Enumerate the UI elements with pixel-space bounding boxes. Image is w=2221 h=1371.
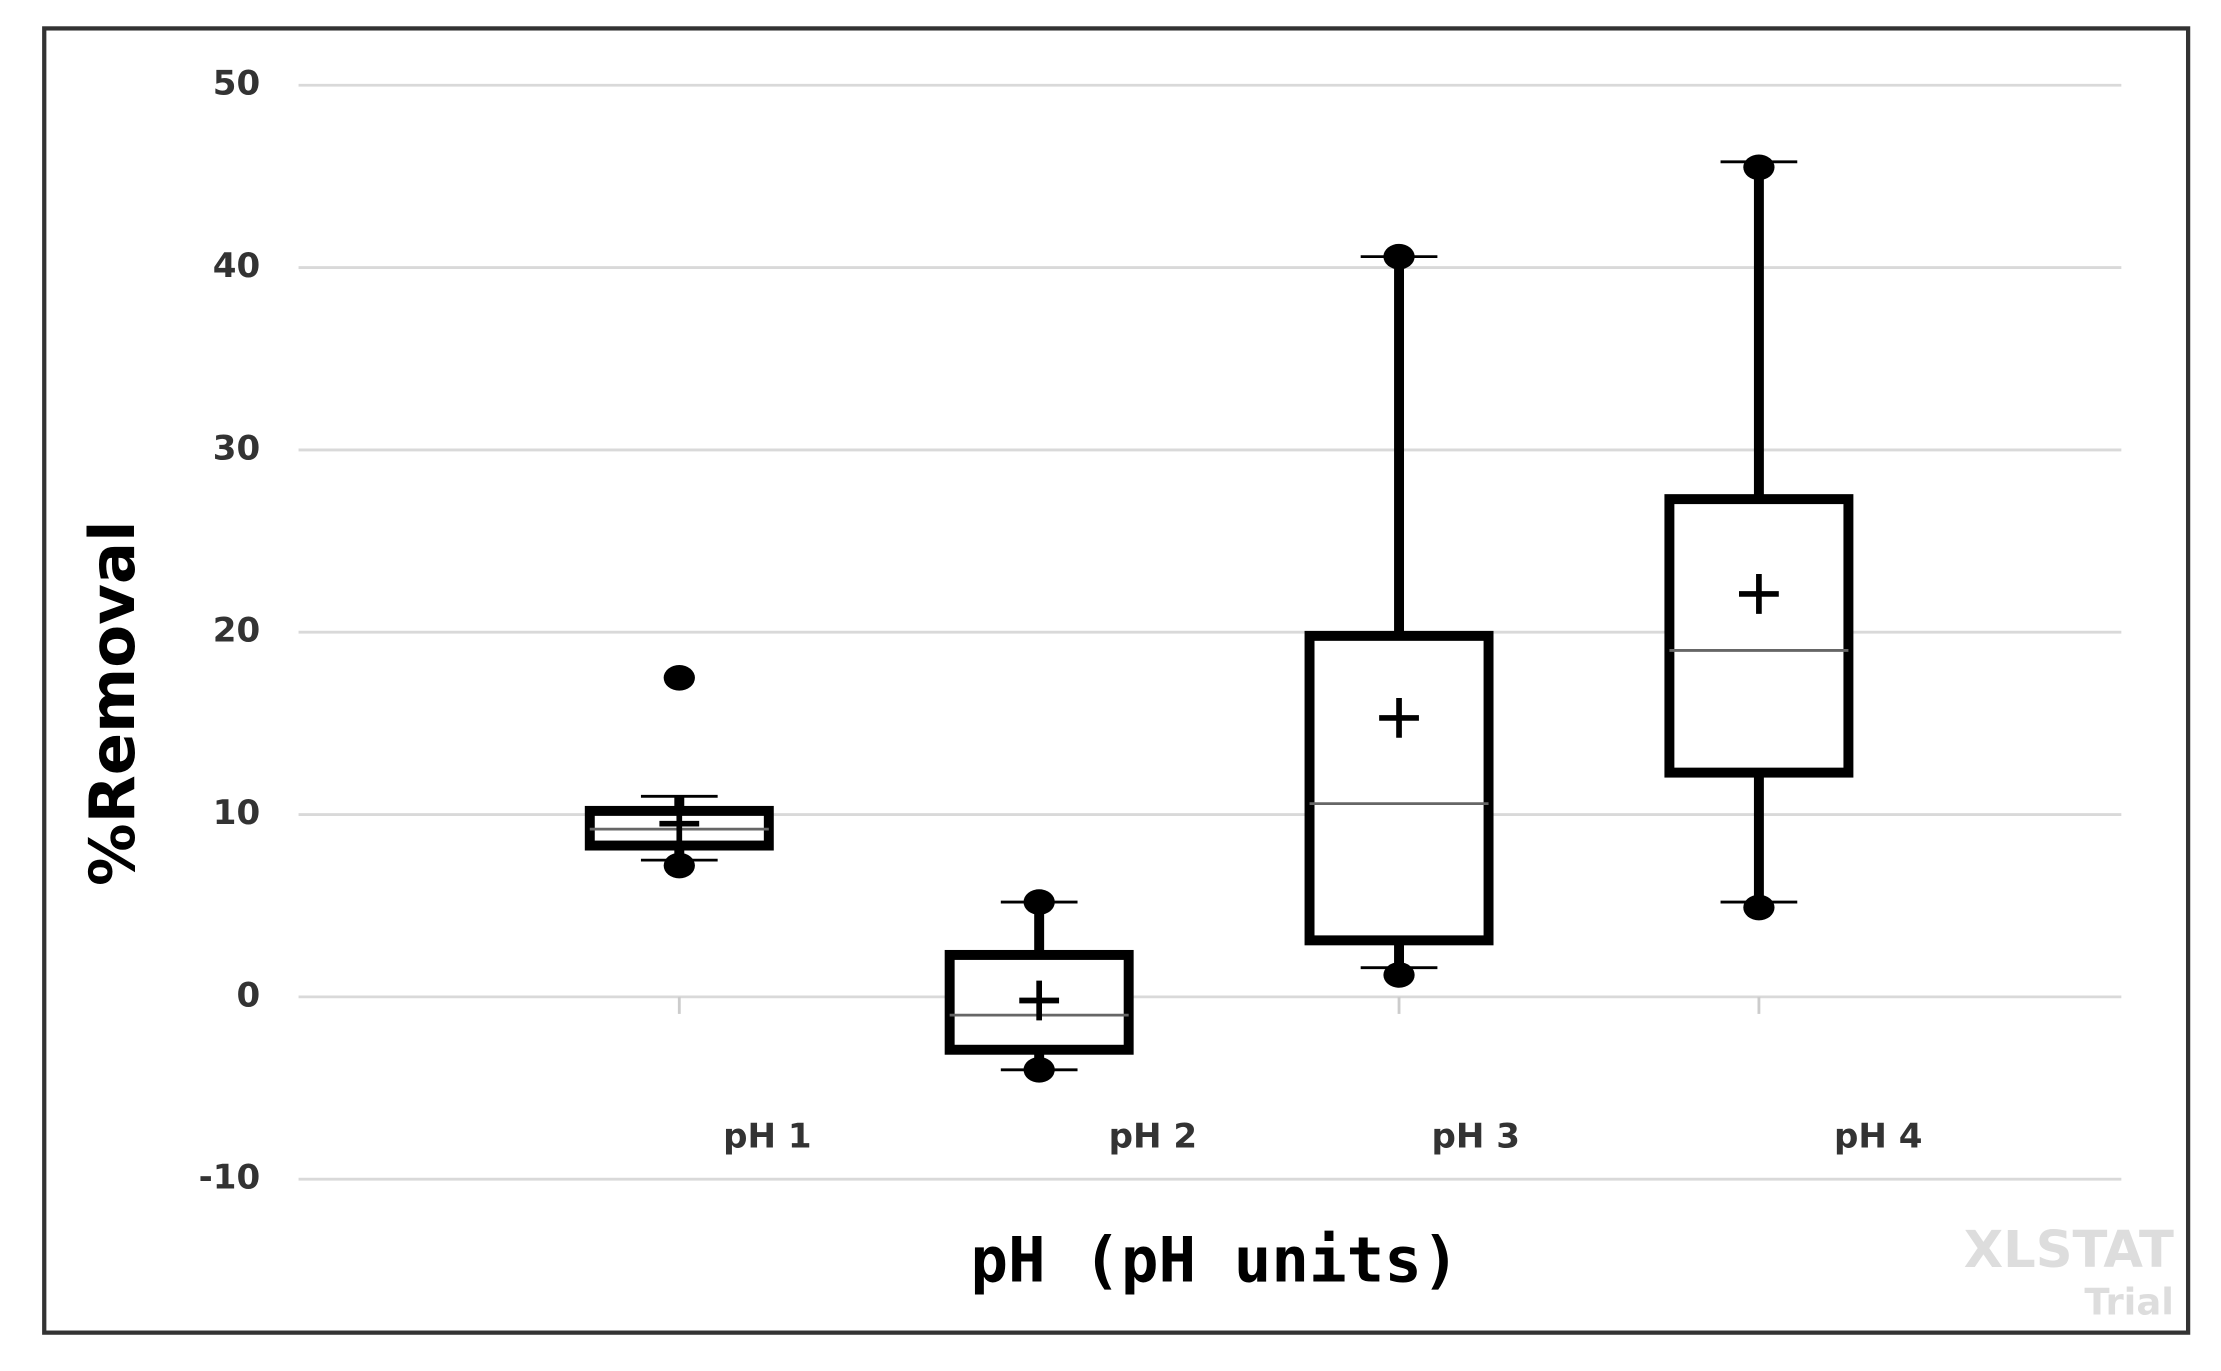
y-tick-label: 0 bbox=[236, 975, 260, 1015]
y-tick-label: -10 bbox=[199, 1158, 261, 1198]
x-tick-label: pH 3 bbox=[1432, 1117, 1520, 1157]
mean bbox=[659, 803, 700, 844]
mean bbox=[1739, 574, 1779, 614]
y-tick-label: 10 bbox=[213, 793, 260, 833]
y-axis-title: %Removal bbox=[76, 520, 149, 886]
box bbox=[1304, 630, 1494, 946]
x-tick-label: pH 4 bbox=[1834, 1117, 1923, 1157]
watermark: Trial bbox=[2084, 1281, 2174, 1324]
max-point bbox=[1023, 889, 1055, 915]
grid: -10 0 10 20 30 40 50 bbox=[199, 64, 2122, 1198]
max-point bbox=[663, 665, 695, 691]
x-axis-title: pH (pH units) bbox=[970, 1224, 1459, 1297]
mean bbox=[1019, 980, 1060, 1021]
mean bbox=[1379, 698, 1419, 738]
x-tick-label: pH 1 bbox=[723, 1117, 812, 1157]
y-tick-label: 30 bbox=[213, 428, 260, 468]
min-point bbox=[1383, 962, 1415, 988]
min-point bbox=[1023, 1057, 1055, 1083]
box bbox=[1664, 494, 1854, 778]
max-point bbox=[1743, 154, 1775, 181]
min-point bbox=[663, 852, 695, 879]
max-point bbox=[1383, 243, 1415, 270]
x-tick-label: pH 2 bbox=[1109, 1117, 1197, 1157]
min-point bbox=[1743, 894, 1775, 921]
y-tick-label: 20 bbox=[213, 611, 260, 651]
y-tick-label: 50 bbox=[213, 64, 260, 104]
watermark: XLSTAT bbox=[1964, 1221, 2174, 1280]
plot: pH 1 pH 2 pH 3 pH 4 bbox=[584, 154, 1923, 1157]
y-tick-label: 40 bbox=[213, 246, 260, 286]
